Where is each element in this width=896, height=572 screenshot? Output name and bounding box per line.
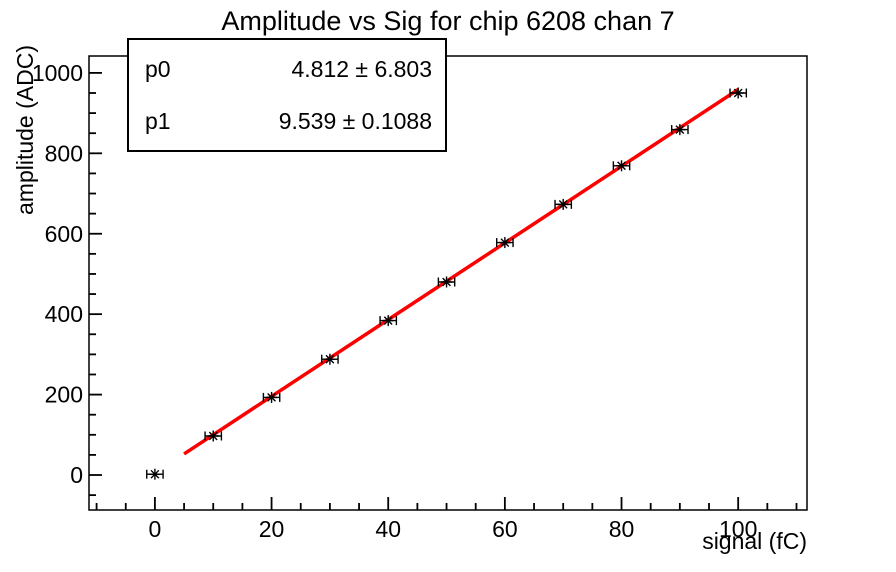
marker-line — [558, 199, 568, 209]
fit-line — [183, 88, 740, 456]
x-axis-title: signal (fC) — [702, 528, 807, 554]
x-tick-label: 60 — [492, 516, 518, 542]
stats-p1-value: 9.539 ± 0.1088 — [278, 107, 432, 134]
fit-stats-box: p0 4.812 ± 6.803 p1 9.539 ± 0.1088 — [127, 38, 447, 152]
stats-p1-name: p1 — [145, 107, 171, 134]
marker-line — [325, 354, 335, 364]
chart-title: Amplitude vs Sig for chip 6208 chan 7 — [221, 6, 675, 36]
stats-row-p0: p0 4.812 ± 6.803 — [145, 43, 432, 95]
data-marker — [437, 276, 456, 288]
plot-frame — [88, 55, 808, 511]
data-marker — [729, 87, 748, 99]
data-marker — [554, 198, 573, 210]
data-marker — [146, 468, 164, 480]
data-marker — [204, 430, 223, 442]
data-marker — [379, 315, 398, 327]
data-marker — [670, 124, 689, 136]
marker-line — [500, 238, 510, 247]
stats-row-p1: p1 9.539 ± 0.1088 — [145, 95, 432, 147]
x-tick-label: 0 — [149, 516, 162, 542]
y-tick-label: 0 — [70, 462, 83, 488]
marker-line — [267, 393, 276, 402]
stats-p0-value: 4.812 ± 6.803 — [291, 55, 432, 82]
x-tick-label: 40 — [375, 516, 401, 542]
stats-p0-name: p0 — [145, 55, 171, 82]
y-tick-label: 200 — [45, 382, 83, 408]
x-tick-label: 20 — [259, 516, 285, 542]
marker-line — [617, 161, 626, 171]
y-tick-label: 600 — [45, 221, 83, 247]
data-marker — [262, 391, 281, 403]
y-axis-title: amplitude (ADC) — [12, 45, 38, 215]
x-tick-label: 80 — [609, 516, 635, 542]
data-marker — [321, 353, 339, 365]
marker-line — [383, 316, 393, 325]
y-tick-label: 800 — [45, 140, 83, 166]
y-tick-label: 1000 — [32, 60, 83, 86]
data-marker — [496, 237, 514, 249]
marker-line — [442, 277, 451, 287]
data-marker — [612, 160, 631, 172]
y-tick-label: 400 — [45, 301, 83, 327]
marker-line — [208, 431, 218, 441]
marker-line — [733, 88, 743, 98]
x-tick-label: 100 — [719, 516, 757, 542]
marker-line — [675, 125, 685, 134]
marker-line — [150, 469, 160, 479]
